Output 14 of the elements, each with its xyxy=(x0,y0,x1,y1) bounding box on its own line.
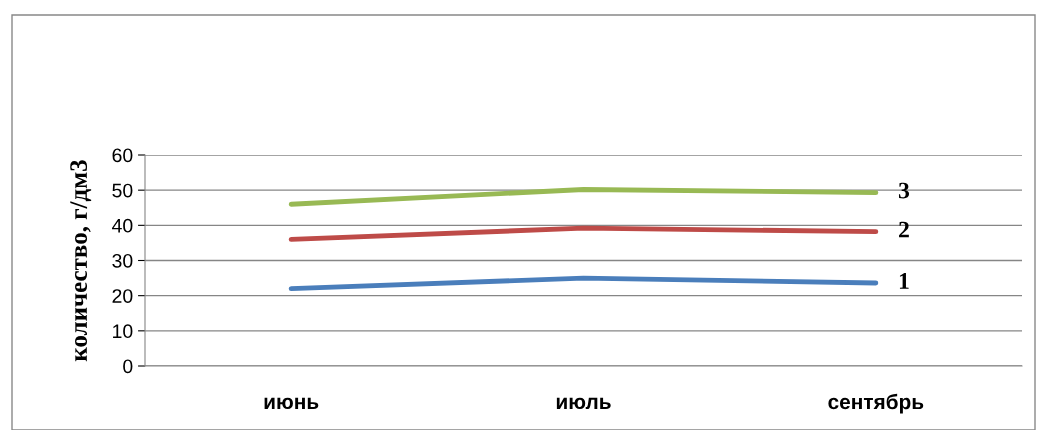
y-tick-label: 50 xyxy=(112,183,133,198)
y-axis-title: количество, г/дм3 xyxy=(70,160,92,362)
y-tick-label: 40 xyxy=(112,218,133,233)
y-tick-label: 30 xyxy=(112,253,133,268)
y-tick-label: 60 xyxy=(112,148,133,163)
x-tick-label: июнь xyxy=(264,397,319,410)
x-tick-label: июль xyxy=(556,397,611,410)
series-label: 2 xyxy=(899,221,909,238)
y-tick-label: 10 xyxy=(113,324,133,339)
x-tick-label: сентябрь xyxy=(828,393,924,414)
series-label: 1 xyxy=(899,273,909,289)
y-tick-label: 0 xyxy=(123,359,133,374)
y-tick-label: 20 xyxy=(112,289,133,303)
series-label: 3 xyxy=(898,182,910,199)
